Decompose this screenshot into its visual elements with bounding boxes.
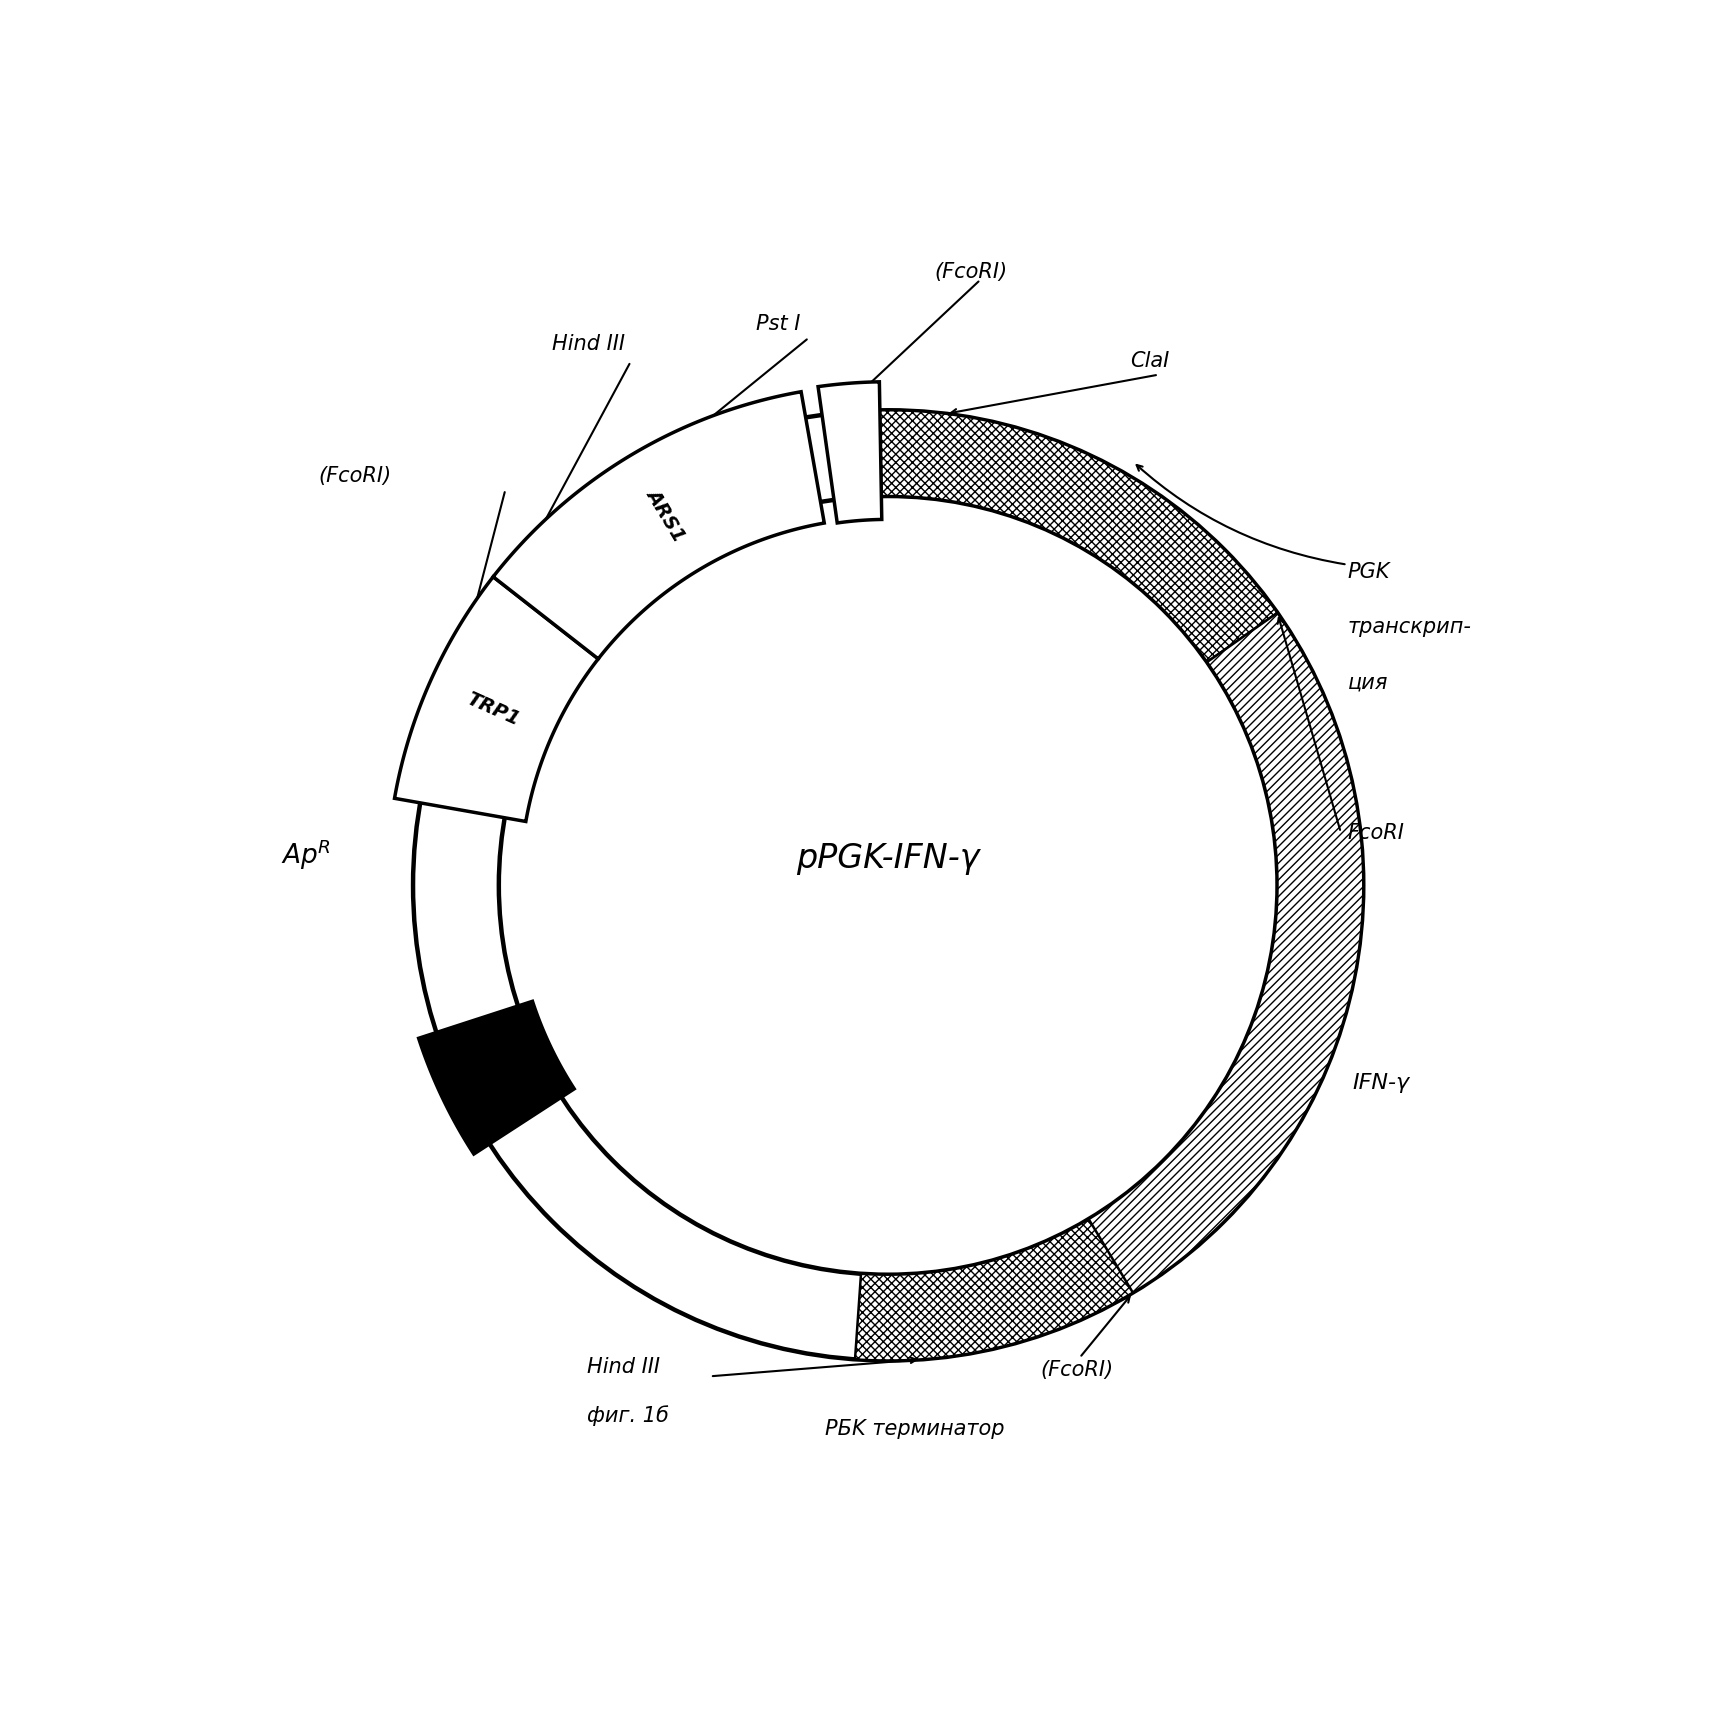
Text: PGK: PGK (1347, 562, 1389, 583)
Polygon shape (494, 393, 824, 658)
Text: FcoRI: FcoRI (1347, 823, 1403, 843)
Text: фиг. 1б: фиг. 1б (587, 1405, 669, 1426)
Text: Pst I: Pst I (755, 314, 800, 334)
Text: pPGK-IFN-γ: pPGK-IFN-γ (797, 843, 979, 876)
Polygon shape (417, 1001, 575, 1155)
Text: ция: ция (1347, 674, 1387, 692)
Polygon shape (880, 410, 1276, 662)
Text: (FcoRI): (FcoRI) (1039, 1359, 1112, 1380)
Text: транскрип-: транскрип- (1347, 617, 1470, 638)
Polygon shape (395, 578, 598, 821)
Text: (FcoRI): (FcoRI) (319, 466, 391, 487)
Polygon shape (854, 1219, 1133, 1361)
Text: Ap$^R$: Ap$^R$ (281, 838, 331, 872)
Polygon shape (818, 382, 882, 523)
Text: IFN-γ: IFN-γ (1353, 1073, 1410, 1094)
Text: (FcoRI): (FcoRI) (934, 262, 1006, 281)
Polygon shape (1070, 614, 1363, 1304)
Text: TRP1: TRP1 (464, 689, 523, 730)
Text: ARS1: ARS1 (643, 485, 688, 545)
Text: Hind III: Hind III (587, 1357, 660, 1376)
Text: PБK терминатор: PБK терминатор (824, 1419, 1005, 1440)
Text: ClaI: ClaI (1129, 351, 1169, 372)
Text: Hind III: Hind III (551, 334, 624, 355)
